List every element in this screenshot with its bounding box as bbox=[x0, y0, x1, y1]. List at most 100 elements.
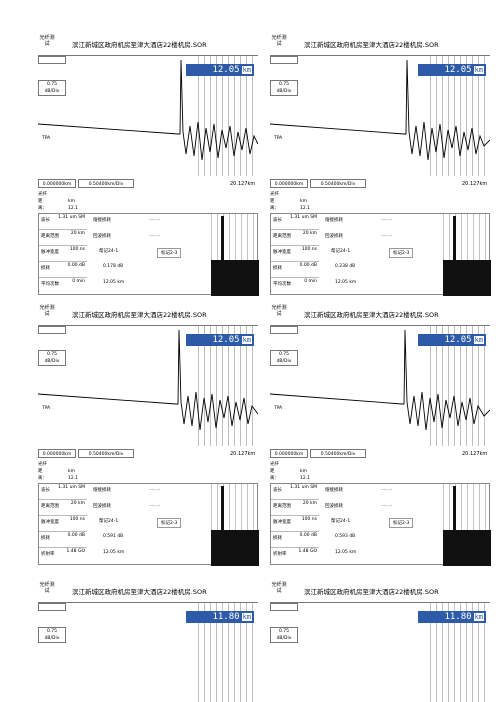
loss-row: 损耗 0.00 dB bbox=[39, 262, 87, 278]
div-box: 0.50400km/Div bbox=[78, 179, 134, 188]
marker-1: 帮记24-1 bbox=[331, 519, 351, 524]
otdr-panel-6: 光纤测试 滨江新城区政府机房至津大酒店22楼机房.SOR 11.80 km 0.7… bbox=[270, 580, 490, 702]
otdr-trace bbox=[38, 329, 258, 431]
distance-display: 11.80 km bbox=[418, 611, 486, 623]
marker-distance: 12.05 km bbox=[335, 280, 357, 285]
splice-loss-value: ----.--- bbox=[149, 487, 161, 492]
scale-box: 0.75 dB/Div bbox=[38, 80, 66, 96]
mini-trace-spike bbox=[453, 216, 456, 296]
splice-loss-label: 熔接损耗 bbox=[93, 218, 111, 223]
splice-loss-label: 熔接损耗 bbox=[93, 488, 111, 493]
return-loss-value: ----.--- bbox=[149, 503, 161, 508]
top-readout bbox=[270, 603, 298, 611]
distance-display: 12.05 km bbox=[418, 334, 486, 346]
marker-loss: 0.238 dB bbox=[335, 264, 356, 269]
marker-distance: 12.05 km bbox=[103, 550, 125, 555]
distance-display: 12.05 km bbox=[418, 64, 486, 76]
scale-box: 0.75 dB/Div bbox=[38, 627, 66, 643]
otdr-panel-5: 光纤测试 滨江新城区政府机房至津大酒店22楼机房.SOR 11.80 km 0.7… bbox=[38, 580, 258, 702]
return-loss-label: 回波损耗 bbox=[93, 234, 111, 239]
return-loss-label: 回波损耗 bbox=[325, 234, 343, 239]
return-loss-value: ----.--- bbox=[149, 233, 161, 238]
splice-loss-value: ----.--- bbox=[149, 217, 161, 222]
status-bar: 0.000000km 0.50400km/Div 20.127km bbox=[38, 179, 258, 189]
mini-trace-spike bbox=[221, 216, 224, 296]
wavelength-row: 波长 1.31 um SM bbox=[39, 214, 87, 230]
top-readout bbox=[38, 56, 66, 64]
marker-1: 帮记24-1 bbox=[331, 249, 351, 254]
meas-header: 光纤距离： km 12.1 bbox=[38, 462, 79, 481]
otdr-panel-3: 光纤测试 滨江新城区政府机房至津大酒店22楼机房.SOR 12.05 km 0.7… bbox=[38, 303, 259, 566]
div-box: 0.50400km/Div bbox=[310, 179, 366, 188]
trace-plot: 12.05 km 0.75 dB/Div TPA bbox=[38, 55, 258, 176]
panel-title: 滨江新城区政府机房至津大酒店22楼机房.SOR bbox=[72, 41, 207, 49]
end-distance: 20.127km bbox=[230, 451, 256, 457]
end-distance: 20.127km bbox=[462, 451, 488, 457]
return-loss-label: 回波损耗 bbox=[325, 504, 343, 509]
refr-row: 折射率 1.48 GO bbox=[273, 549, 317, 557]
return-loss-value: ----.--- bbox=[381, 233, 393, 238]
side-label: 光纤测试 bbox=[39, 35, 55, 47]
panel-title: 滨江新城区政府机房至津大酒店22楼机房.SOR bbox=[304, 41, 439, 49]
marker-distance: 12.05 km bbox=[103, 280, 125, 285]
marker-2: 标记2-3 bbox=[157, 518, 182, 528]
mini-trace-noise bbox=[211, 530, 259, 566]
panel-title: 滨江新城区政府机房至津大酒店22楼机房.SOR bbox=[72, 311, 207, 319]
scale-box: 0.75 dB/Div bbox=[38, 350, 66, 366]
marker-2: 标记2-3 bbox=[389, 518, 414, 528]
pulse-row: 脉冲宽度 100 ns bbox=[39, 246, 87, 262]
end-distance: 20.127km bbox=[462, 181, 488, 187]
range-row: 距离范围 20 km bbox=[271, 500, 319, 516]
loss-row: 损耗 0.00 dB bbox=[39, 532, 87, 548]
trace-plot: 12.05 km 0.75 dB/Div TPA bbox=[270, 325, 490, 446]
marker-1: 帮记24-1 bbox=[99, 519, 119, 524]
range-row: 距离范围 20 km bbox=[39, 500, 87, 516]
panel-title: 滨江新城区政府机房至津大酒店22楼机房.SOR bbox=[304, 311, 439, 319]
meas-grid: 波长 1.31 um SM 距离范围 20 km 脉冲宽度 100 ns 损耗 0.00… bbox=[38, 483, 259, 566]
distance-display: 11.80 km bbox=[186, 611, 254, 623]
pulse-row: 脉冲宽度 100 ns bbox=[39, 516, 87, 532]
status-bar: 0.000000km 0.50400km/Div 20.127km bbox=[38, 449, 258, 459]
grid-lines bbox=[430, 326, 490, 446]
mini-trace-noise bbox=[211, 260, 259, 296]
marker-distance: 12.05 km bbox=[335, 550, 357, 555]
trace-plot: 11.80 km 0.75 dB/Div bbox=[270, 602, 490, 702]
measurement-table: 光纤距离： km 12.1 波长 1.31 um SM 距离范围 20 km 脉冲宽度… bbox=[270, 191, 491, 296]
start-box: 0.000000km bbox=[270, 449, 308, 458]
measurement-table: 光纤距离： km 12.1 波长 1.31 um SM 距离范围 20 km 脉冲宽度… bbox=[38, 191, 259, 296]
otdr-trace bbox=[270, 59, 490, 161]
splice-loss-label: 熔接损耗 bbox=[325, 488, 343, 493]
scale-box: 0.75 dB/Div bbox=[270, 350, 298, 366]
div-box: 0.50400km/Div bbox=[78, 449, 134, 458]
return-loss-value: ----.--- bbox=[381, 503, 393, 508]
meas-grid: 波长 1.31 um SM 距离范围 20 km 脉冲宽度 100 ns 损耗 0.00… bbox=[270, 483, 491, 566]
otdr-panel-4: 光纤测试 滨江新城区政府机房至津大酒店22楼机房.SOR 12.05 km 0.7… bbox=[270, 303, 491, 566]
loss-row: 损耗 0.00 dB bbox=[271, 262, 319, 278]
splice-loss-label: 熔接损耗 bbox=[325, 218, 343, 223]
marker-1: 帮记24-1 bbox=[99, 249, 119, 254]
avg-row: 平均次数 0 min bbox=[273, 279, 317, 287]
grid-lines bbox=[198, 56, 258, 176]
meas-header: 光纤距离： km 12.1 bbox=[38, 192, 79, 211]
trace-plot: 12.05 km 0.75 dB/Div TPA bbox=[38, 325, 258, 446]
side-label: 光纤测试 bbox=[39, 582, 55, 594]
measurement-table: 光纤距离： km 12.1 波长 1.31 um SM 距离范围 20 km 脉冲宽度… bbox=[38, 461, 259, 566]
status-bar: 0.000000km 0.50400km/Div 20.127km bbox=[270, 179, 490, 189]
distance-display: 12.05 km bbox=[186, 334, 254, 346]
panel-title: 滨江新城区政府机房至津大酒店22楼机房.SOR bbox=[72, 588, 207, 596]
refr-row: 折射率 1.48 GO bbox=[41, 549, 85, 557]
otdr-panel-1: 光纤测试 滨江新城区政府机房至津大酒店22楼机房.SOR 12.05 km 0.7… bbox=[38, 33, 259, 296]
side-label: 光纤测试 bbox=[271, 35, 287, 47]
trace-plot: 11.80 km 0.75 dB/Div bbox=[38, 602, 258, 702]
range-row: 距离范围 20 km bbox=[39, 230, 87, 246]
trace-plot: 12.05 km 0.75 dB/Div TPA bbox=[270, 55, 490, 176]
range-row: 距离范围 20 km bbox=[271, 230, 319, 246]
otdr-panel-2: 光纤测试 滨江新城区政府机房至津大酒店22楼机房.SOR 12.05 km 0.7… bbox=[270, 33, 491, 296]
start-box: 0.000000km bbox=[270, 179, 308, 188]
mini-trace-spike bbox=[221, 486, 224, 566]
marker-loss: 0.178 dB bbox=[103, 264, 124, 269]
div-box: 0.50400km/Div bbox=[310, 449, 366, 458]
splice-loss-value: ----.--- bbox=[381, 487, 393, 492]
trace-label: TPA bbox=[274, 136, 283, 141]
meas-header: 光纤距离： km 12.1 bbox=[270, 462, 311, 481]
